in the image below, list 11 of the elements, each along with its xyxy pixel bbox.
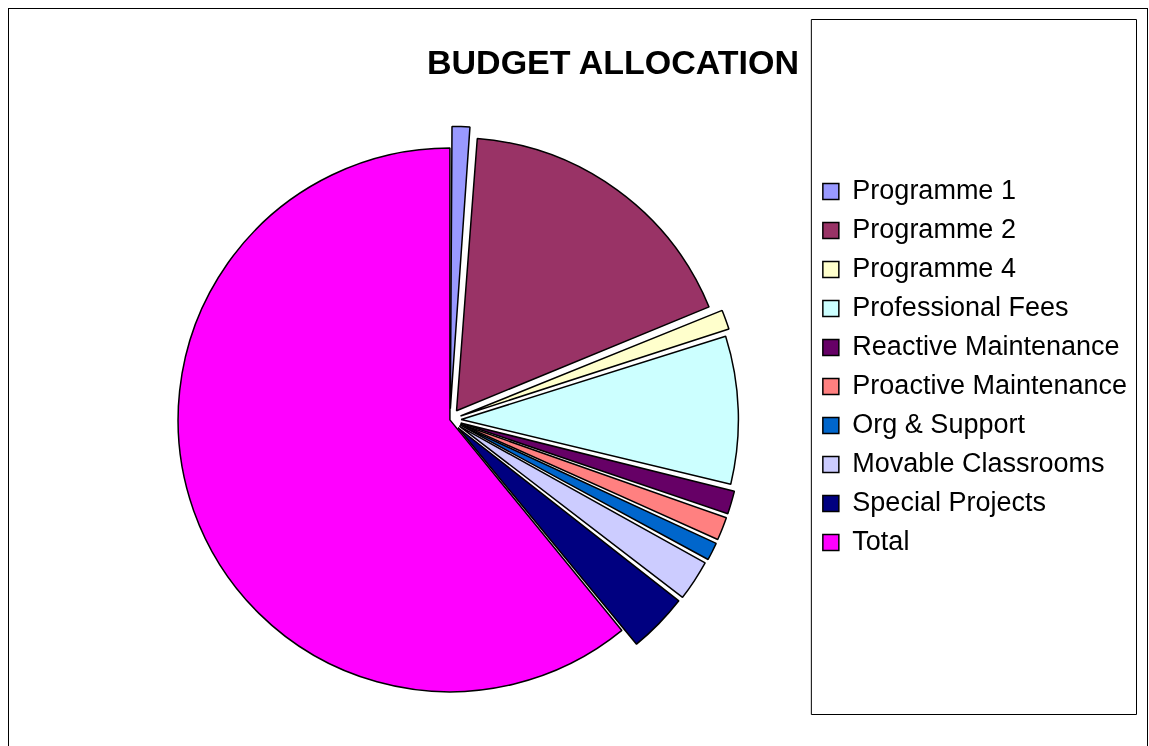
legend-label: Total — [852, 525, 910, 556]
legend-label: Org & Support — [852, 408, 1026, 439]
legend-label: Special Projects — [852, 486, 1046, 517]
legend-label: Programme 4 — [852, 252, 1016, 283]
legend-label: Reactive Maintenance — [852, 330, 1120, 361]
text: BUDGET ALLOCATION — [426, 42, 800, 81]
legend-label: Programme 1 — [852, 174, 1016, 205]
legend-label: Professional Fees — [852, 291, 1069, 322]
legend-label: Proactive Maintenance — [852, 369, 1127, 400]
legend-label: Movable Classrooms — [852, 447, 1105, 478]
legend-label: Programme 2 — [852, 213, 1016, 244]
